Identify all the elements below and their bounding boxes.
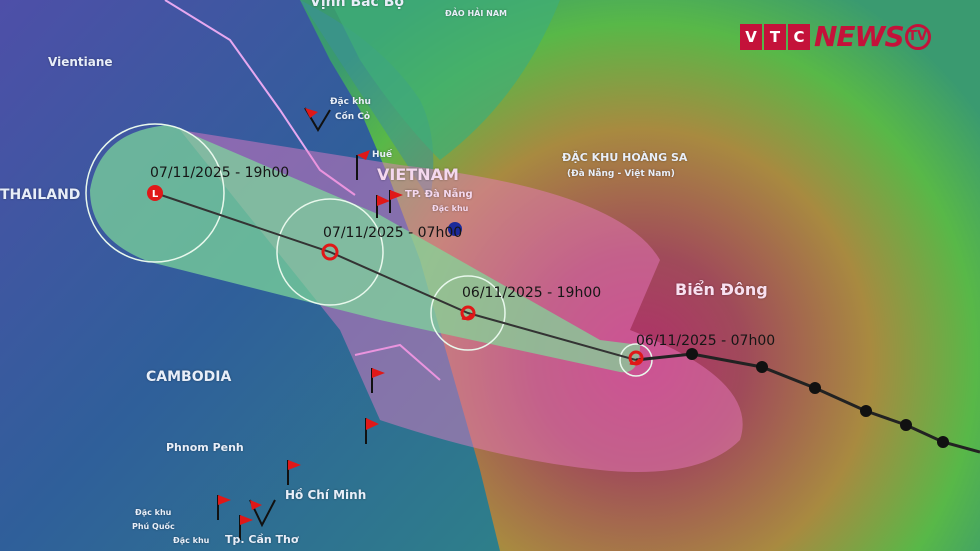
logo-letter: V <box>740 23 762 50</box>
label-phu-quoc-1: Đặc khu <box>135 508 172 517</box>
forecast-time-label: 06/11/2025 - 19h00 <box>462 285 602 301</box>
logo-letter: C <box>788 23 810 50</box>
uncertainty-circle-4 <box>619 343 653 377</box>
forecast-time-label: 06/11/2025 - 07h00 <box>636 333 776 349</box>
label-vietnam: VIETNAM <box>377 165 459 184</box>
vtc-news-logo: V T C NEWS TV <box>740 20 931 53</box>
label-phu-quoc-2: Phú Quốc <box>132 522 175 531</box>
label-con-co-1: Đặc khu <box>330 97 371 107</box>
uncertainty-circle-2 <box>276 198 384 306</box>
label-danang: TP. Đà Nẵng <box>405 189 473 200</box>
typhoon-icon <box>628 350 644 366</box>
label-bien-dong: Biển Đông <box>675 280 768 299</box>
border-line <box>164 0 356 196</box>
past-track-points <box>686 348 949 448</box>
label-hue: Huế <box>372 150 393 160</box>
low-pressure-symbol: L <box>152 189 159 200</box>
label-phnom-penh: Phnom Penh <box>166 441 244 454</box>
radar-station-icon <box>448 222 462 236</box>
past-track <box>635 352 980 454</box>
forecast-track <box>154 192 637 361</box>
logo-tv: TV <box>904 23 931 50</box>
label-dac-khu-2: Đặc khu <box>173 536 210 545</box>
forecast-time-label: 07/11/2025 - 07h00 <box>323 225 463 241</box>
logo-news: NEWS <box>814 20 905 53</box>
label-hcm: Hồ Chí Minh <box>285 488 367 502</box>
uncertainty-cone <box>90 125 640 373</box>
label-gulf: Vịnh Bắc Bộ <box>310 0 405 10</box>
low-pressure-marker <box>147 185 163 201</box>
label-hoang-sa-sub: (Đà Nẵng - Việt Nam) <box>567 169 675 179</box>
label-con-co-2: Cồn Cỏ <box>335 112 371 122</box>
gulf-water <box>330 0 560 160</box>
label-thailand: THAILAND <box>0 187 81 203</box>
label-hoang-sa: ĐẶC KHU HOÀNG SA <box>562 151 688 164</box>
logo-letter: T <box>764 23 786 50</box>
label-hainan: ĐẢO HẢI NAM <box>445 9 507 18</box>
tropical-depression-marker <box>321 243 339 261</box>
uncertainty-circle-1 <box>85 123 225 263</box>
label-dac-khu: Đặc khu <box>432 204 469 213</box>
typhoon-icon <box>460 305 476 321</box>
label-can-tho: Tp. Cần Thơ <box>225 533 299 546</box>
uncertainty-circle-3 <box>430 275 506 351</box>
label-cambodia: CAMBODIA <box>146 369 232 385</box>
forecast-time-label: 07/11/2025 - 19h00 <box>150 165 290 181</box>
wind-flags <box>217 107 403 540</box>
label-vientiane: Vientiane <box>48 55 113 69</box>
